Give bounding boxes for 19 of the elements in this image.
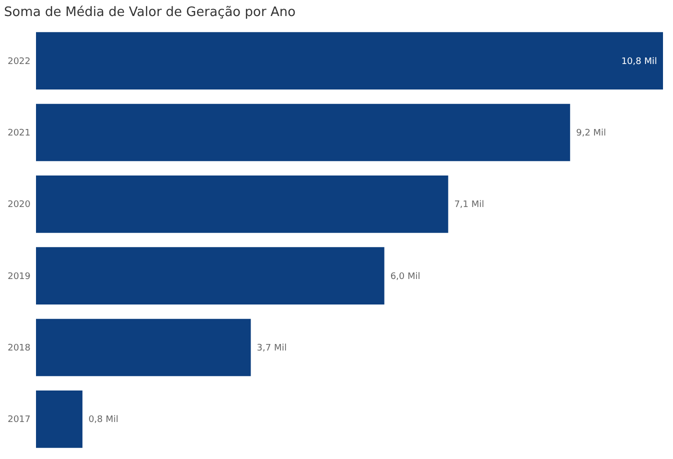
y-tick-label: 2019 xyxy=(8,272,31,282)
data-label: 10,8 Mil xyxy=(621,56,657,67)
y-tick-label: 2021 xyxy=(8,128,30,138)
data-label: 7,1 Mil xyxy=(454,200,484,210)
bar xyxy=(36,176,448,233)
y-tick-label: 2020 xyxy=(8,200,31,210)
data-label: 3,7 Mil xyxy=(256,344,287,354)
bar xyxy=(36,104,570,162)
y-tick-label: 2017 xyxy=(8,415,30,426)
bar xyxy=(36,247,384,304)
bar xyxy=(36,32,663,90)
bar xyxy=(36,318,251,376)
y-tick-label: 2022 xyxy=(8,56,30,67)
data-label: 0,8 Mil xyxy=(88,415,118,426)
y-tick-label: 2018 xyxy=(8,344,31,354)
data-label: 9,2 Mil xyxy=(576,128,606,138)
data-label: 6,0 Mil xyxy=(390,272,420,282)
chart-title: Soma de Média de Valor de Geração por Ano xyxy=(4,5,296,20)
bar xyxy=(36,390,82,448)
